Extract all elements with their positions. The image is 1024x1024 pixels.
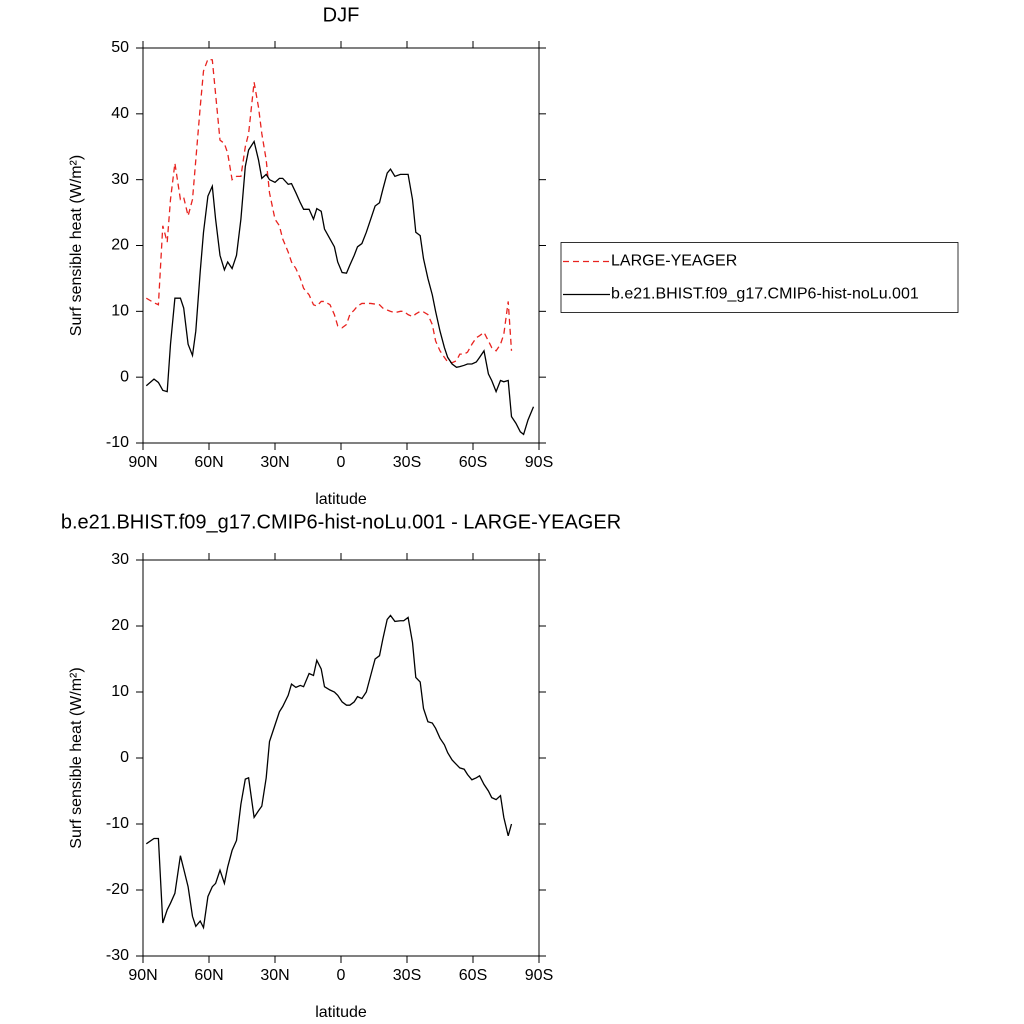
- data-line: [145, 58, 513, 364]
- chart-title: DJF: [323, 4, 360, 26]
- y-tick-label: 0: [120, 749, 129, 766]
- x-tick-label: 30S: [393, 967, 421, 984]
- y-tick-label: 30: [111, 551, 129, 568]
- data-line: [145, 614, 513, 930]
- x-tick-label: 90S: [525, 967, 553, 984]
- y-tick-label: 20: [111, 617, 129, 634]
- x-tick-label: 0: [337, 967, 346, 984]
- x-tick-label: 30N: [260, 454, 289, 471]
- x-tick-label: 30N: [260, 967, 289, 984]
- y-axis-label: Surf sensible heat (W/m²): [68, 155, 85, 336]
- y-axis-label: Surf sensible heat (W/m²): [68, 667, 85, 848]
- plot-frame: [142, 559, 540, 957]
- chart-title: b.e21.BHIST.f09_g17.CMIP6-hist-noLu.001 …: [61, 511, 621, 533]
- y-tick-label: 40: [111, 105, 129, 122]
- x-tick-label: 60N: [194, 967, 223, 984]
- y-tick-label: 10: [111, 303, 129, 320]
- x-tick-label: 0: [337, 454, 346, 471]
- y-tick-label: 0: [120, 368, 129, 385]
- x-tick-label: 30S: [393, 454, 421, 471]
- x-tick-label: 60N: [194, 454, 223, 471]
- x-axis-label: latitude: [315, 491, 367, 508]
- x-tick-label: 90S: [525, 454, 553, 471]
- y-tick-label: -10: [106, 434, 129, 451]
- y-tick-label: -30: [106, 947, 129, 964]
- legend-box: [560, 242, 959, 313]
- y-tick-label: -20: [106, 881, 129, 898]
- y-tick-label: 10: [111, 683, 129, 700]
- x-axis-label: latitude: [315, 1004, 367, 1021]
- x-tick-label: 60S: [459, 967, 487, 984]
- y-tick-label: 20: [111, 237, 129, 254]
- data-line: [145, 139, 535, 436]
- x-tick-label: 90N: [128, 454, 157, 471]
- y-tick-label: -10: [106, 815, 129, 832]
- x-tick-label: 60S: [459, 454, 487, 471]
- x-tick-label: 90N: [128, 967, 157, 984]
- y-tick-label: 50: [111, 39, 129, 56]
- legend-label: LARGE-YEAGER: [611, 253, 737, 270]
- legend-label: b.e21.BHIST.f09_g17.CMIP6-hist-noLu.001: [611, 286, 919, 303]
- y-tick-label: 30: [111, 171, 129, 188]
